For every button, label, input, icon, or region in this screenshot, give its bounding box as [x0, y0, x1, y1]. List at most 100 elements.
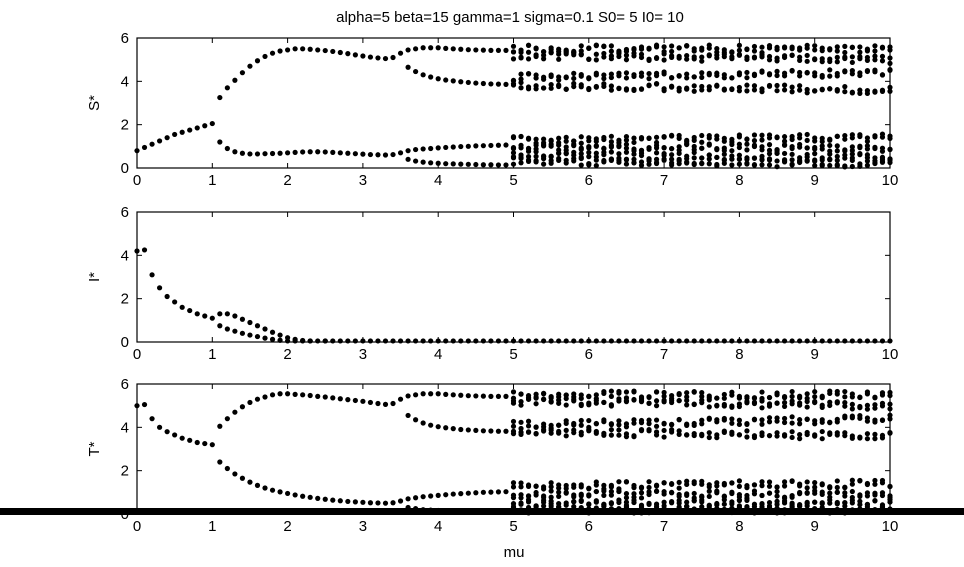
data-point [277, 48, 283, 54]
data-point [405, 64, 411, 70]
data-point [872, 431, 878, 437]
data-point [812, 394, 818, 400]
data-point [676, 338, 682, 344]
data-point [638, 54, 645, 61]
data-point [669, 146, 675, 152]
data-point [571, 430, 577, 436]
data-point [653, 80, 660, 87]
data-point [887, 60, 893, 66]
data-point [473, 338, 479, 344]
data-point [533, 489, 539, 496]
data-point [541, 391, 547, 397]
data-point [435, 160, 441, 166]
data-point [473, 80, 479, 86]
data-point [729, 86, 735, 92]
data-point [736, 497, 743, 503]
data-point [586, 338, 592, 344]
data-point [533, 159, 539, 165]
data-point [751, 434, 758, 441]
data-point [706, 338, 712, 344]
data-point [766, 419, 773, 425]
y-tick-label: 4 [121, 419, 129, 436]
data-point [721, 72, 727, 78]
data-point [518, 142, 524, 148]
data-point [254, 482, 261, 488]
data-point [518, 501, 524, 507]
data-point [420, 159, 426, 165]
x-tick-label: 9 [811, 346, 819, 363]
data-point [706, 72, 712, 78]
data-point [872, 43, 878, 49]
data-point [804, 45, 810, 51]
data-point [714, 403, 720, 409]
data-point [616, 432, 622, 438]
data-point [774, 150, 780, 156]
data-point [533, 391, 539, 397]
data-point [721, 86, 727, 92]
data-point [397, 498, 404, 504]
data-point [623, 491, 630, 497]
data-point [586, 486, 592, 492]
data-point [533, 338, 539, 344]
data-point [601, 482, 607, 488]
data-point [586, 145, 592, 151]
data-point [676, 500, 682, 506]
data-point [450, 392, 456, 398]
data-point [872, 53, 878, 59]
data-point [827, 142, 833, 149]
x-tick-label: 4 [434, 518, 442, 535]
data-point [631, 146, 637, 152]
data-point [156, 424, 163, 430]
data-point [510, 49, 517, 55]
data-point [375, 55, 381, 61]
data-point [714, 417, 720, 423]
data-point [337, 498, 343, 504]
data-point [217, 459, 223, 465]
data-point [706, 135, 712, 141]
data-point [751, 48, 758, 54]
data-point [254, 151, 261, 157]
data-point [397, 396, 404, 402]
data-point [247, 63, 253, 69]
data-point [804, 429, 810, 436]
data-point [578, 134, 584, 140]
data-point [729, 49, 735, 55]
data-point [842, 433, 848, 439]
data-point [631, 87, 637, 94]
data-point [736, 47, 743, 53]
data-point [164, 429, 170, 435]
data-point [797, 158, 803, 164]
data-point [149, 141, 155, 147]
data-point [533, 136, 539, 142]
data-point [864, 158, 871, 164]
data-point [390, 400, 396, 407]
data-point [699, 390, 705, 396]
data-point [676, 158, 682, 164]
y-tick-label: 4 [121, 73, 129, 90]
data-point [699, 139, 705, 145]
data-point [405, 338, 411, 344]
data-point [352, 52, 358, 58]
data-point [428, 422, 434, 428]
data-point [789, 398, 795, 404]
data-point [842, 155, 848, 161]
data-point [571, 70, 577, 76]
data-point [857, 403, 863, 410]
data-point [510, 495, 517, 501]
data-point [699, 433, 705, 439]
data-point [510, 338, 517, 344]
data-point [518, 425, 524, 432]
data-point [736, 478, 743, 484]
data-point [789, 420, 795, 426]
data-point [578, 155, 584, 162]
data-point [578, 43, 584, 49]
data-point [563, 427, 569, 433]
data-point [533, 72, 539, 78]
data-point [759, 389, 765, 395]
x-tick-label: 6 [585, 518, 593, 535]
data-point [669, 427, 675, 433]
data-point [751, 395, 758, 401]
data-point [518, 402, 524, 408]
data-point [578, 52, 584, 58]
data-point [518, 155, 524, 162]
